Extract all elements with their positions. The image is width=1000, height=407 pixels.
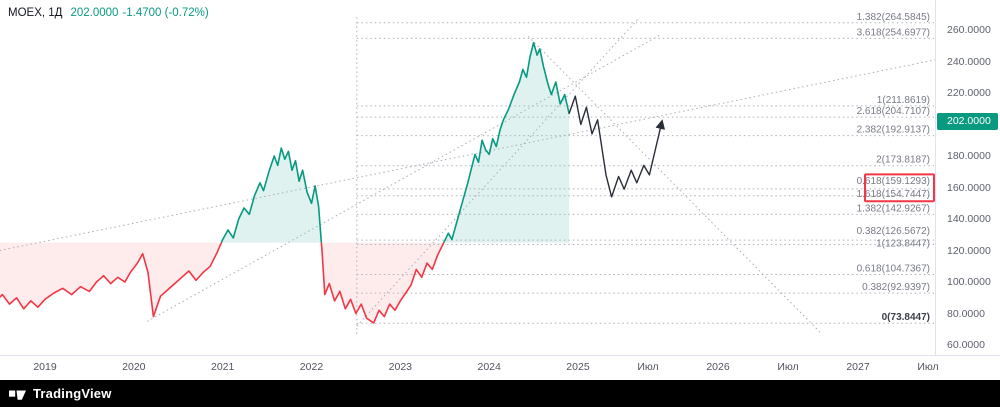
fib-level-label: 1(211.8619) (877, 95, 930, 106)
trend-lines (0, 17, 935, 333)
time-tick-label: 2020 (122, 361, 146, 373)
price-line-down (0, 242, 445, 324)
price-line-up (220, 41, 570, 243)
symbol-legend: MOEX, 1Д 202.0000 -1.4700 (-0.72%) (8, 7, 213, 19)
time-tick-label: 2025 (566, 361, 590, 373)
fib-level-label: 0.382(92.9397) (862, 282, 930, 293)
time-axis[interactable]: 2019 2020 2021 2022 2023 2024 2025 Июл 2026 Июл 20… (0, 355, 1000, 380)
fib-level-label: 2(173.8187) (876, 155, 930, 166)
tradingview-logo-icon[interactable] (9, 387, 27, 401)
price-tick-label: 120.0000 (947, 244, 991, 257)
price-tick-label: 60.0000 (947, 339, 985, 351)
time-tick-label: 2019 (33, 361, 57, 373)
time-tick-label: 2024 (477, 361, 501, 373)
trend-line[interactable] (0, 59, 935, 251)
price-tick-label: 220.0000 (947, 87, 991, 99)
fib-level-label: 2.382(192.9137) (857, 125, 930, 136)
fib-level-label: 0.382(126.5672) (857, 226, 930, 237)
area-fill-above (0, 42, 570, 243)
price-tick-label: 260.0000 (947, 24, 991, 36)
fib-highlight-box[interactable] (864, 173, 935, 203)
fib-level-label: 1.382(142.9267) (857, 203, 930, 214)
time-tick-label: 2023 (388, 361, 413, 373)
price-tick-label: 240.0000 (947, 55, 991, 68)
fib-level-label: 0.618(159.1293) (857, 176, 930, 187)
price-series (0, 41, 570, 324)
footer-bar: TradingView (0, 380, 1000, 407)
price-axis[interactable]: 260.0000 240.0000 220.0000 180.0000 160.0000… (935, 0, 1000, 355)
price-tick-label: 160.0000 (947, 181, 991, 194)
projection-zigzag[interactable] (568, 95, 666, 198)
price-tick-label: 140.0000 (947, 213, 991, 225)
legend-values: 202.0000 -1.4700 (-0.72%) (70, 7, 212, 19)
fib-level-label: 1.618(154.7447) (857, 189, 930, 200)
fib-level-label: 0.618(104.7367) (857, 264, 930, 275)
fib-level-label: 3.618(254.6977) (857, 27, 930, 38)
baseline-fills (0, 42, 570, 323)
time-tick-label: 2022 (299, 361, 324, 373)
current-price-badge: 202.0000 (937, 112, 998, 130)
time-tick-label: Июл (637, 361, 659, 373)
time-tick-label: Июл (777, 361, 799, 373)
symbol-name[interactable]: MOEX, 1Д (8, 7, 63, 19)
time-tick-label: 2026 (706, 361, 730, 373)
area-fill-below (0, 242, 444, 323)
fib-level-label: 1(123.8447) (876, 238, 930, 249)
price-tick-label: 180.0000 (947, 150, 991, 162)
fib-labels: 1.382(264.5845) 3.618(254.6977) 1(211.8619… (857, 12, 935, 323)
price-change: -1.4700 (-0.72%) (122, 7, 209, 19)
last-price: 202.0000 (70, 7, 119, 19)
fib-level-lines (356, 17, 934, 334)
fib-level-label: 2.618(204.7107) (857, 106, 930, 117)
chart-canvas[interactable]: 1.382(264.5845) 3.618(254.6977) 1(211.8619… (0, 0, 935, 355)
trend-line[interactable] (527, 35, 821, 333)
fib-level-label: 0(73.8447) (882, 312, 930, 323)
chart-pane[interactable]: 1.382(264.5845) 3.618(254.6977) 1(211.8619… (0, 0, 935, 355)
price-tick-label: 80.0000 (947, 307, 985, 320)
time-tick-label: 2027 (846, 361, 870, 373)
time-tick-label: Июл (917, 361, 939, 373)
fib-level-label: 1.382(264.5845) (857, 12, 930, 23)
time-tick-label: 2021 (210, 361, 235, 373)
tradingview-brand[interactable]: TradingView (33, 386, 112, 401)
price-tick-label: 100.0000 (947, 276, 991, 288)
